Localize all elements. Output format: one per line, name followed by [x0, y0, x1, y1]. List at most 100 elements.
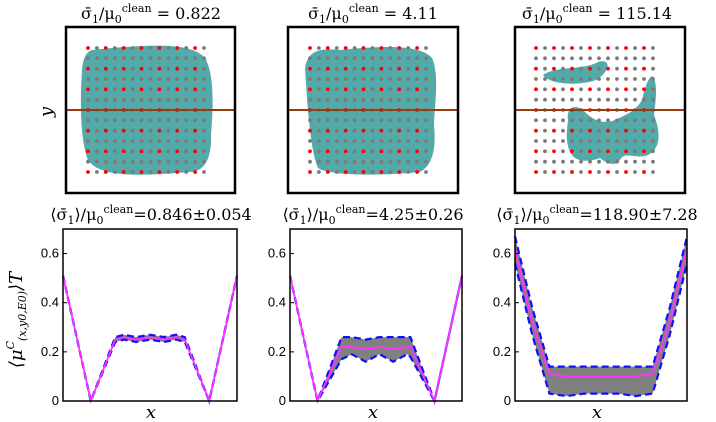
grid-dot	[139, 97, 144, 102]
grid-dot	[379, 56, 384, 61]
grid-dot	[317, 97, 321, 102]
grid-dot	[552, 77, 556, 81]
grid-dot	[308, 56, 312, 61]
grid-dot	[642, 170, 646, 174]
grid-dot	[406, 46, 411, 50]
grid-dot	[175, 46, 180, 50]
grid-dot	[379, 66, 384, 71]
grid-dot	[543, 77, 547, 81]
grid-dot	[561, 56, 565, 61]
grid-dot	[424, 56, 428, 61]
grid-dot	[633, 149, 637, 154]
grid-dot	[130, 46, 135, 50]
grid-dot	[579, 66, 583, 71]
grid-dot	[370, 149, 375, 154]
grid-dot	[139, 56, 144, 61]
grid-dot	[606, 128, 610, 133]
grid-dot	[579, 170, 583, 174]
grid-dot	[388, 139, 393, 143]
grid-dot	[406, 159, 411, 164]
x-axis-label-3: x	[592, 402, 602, 422]
grid-dot	[570, 66, 574, 71]
grid-dot	[95, 87, 99, 92]
grid-dot	[325, 128, 330, 133]
grid-dot	[379, 77, 384, 81]
grid-dot	[588, 159, 592, 164]
grid-dot	[370, 159, 375, 164]
grid-dot	[121, 128, 126, 133]
grid-dot	[334, 66, 339, 71]
map-panel-1	[64, 25, 237, 195]
grid-dot	[334, 159, 339, 164]
grid-dot	[597, 170, 601, 174]
grid-dot	[415, 159, 419, 164]
grid-dot	[642, 87, 646, 92]
grid-dot	[397, 139, 402, 143]
grid-dot	[95, 149, 99, 154]
grid-dot	[95, 46, 99, 50]
grid-dot	[334, 77, 339, 81]
grid-dot	[139, 170, 144, 174]
grid-dot	[148, 56, 153, 61]
grid-dot	[352, 77, 357, 81]
grid-dot	[112, 46, 117, 50]
panel-frame	[64, 25, 237, 195]
grid-dot	[352, 159, 357, 164]
grid-dot	[624, 159, 628, 164]
grid-dot	[308, 159, 312, 164]
grid-dot	[352, 46, 357, 50]
series-upper-line	[513, 236, 689, 368]
grid-dot	[184, 66, 189, 71]
line-plots: 0 0.2 0.4 0.6 0 0.2 0.4 0.6 0 0.2 0.4 0.6	[41, 228, 689, 408]
grid-dot	[157, 159, 162, 164]
grid-dot	[370, 77, 375, 81]
x-axis-label-1: x	[146, 402, 156, 422]
grid-dot	[308, 128, 312, 133]
grid-dot	[352, 56, 357, 61]
y-tick-label: 0.2	[268, 344, 286, 359]
grid-dot	[624, 118, 628, 123]
grid-dot	[615, 159, 619, 164]
grid-dot	[415, 77, 419, 81]
grid-dot	[184, 56, 189, 61]
grid-dot	[157, 66, 162, 71]
grid-dot	[95, 118, 99, 123]
y-tick-label: 0.6	[493, 246, 511, 261]
grid-dot	[588, 118, 592, 123]
grid-dot	[651, 87, 655, 92]
grid-dot	[588, 128, 592, 133]
grid-dot	[370, 128, 375, 133]
grid-dot	[651, 97, 655, 102]
grid-dot	[103, 139, 108, 143]
grid-dot	[112, 56, 117, 61]
grid-dot	[561, 149, 565, 154]
grid-dot	[130, 139, 135, 143]
grid-dot	[202, 139, 206, 143]
grid-dot	[651, 149, 655, 154]
grid-dot	[552, 149, 556, 154]
grid-dot	[424, 159, 428, 164]
grid-dot	[406, 128, 411, 133]
grid-dot	[543, 46, 547, 50]
grid-dot	[166, 159, 171, 164]
grid-dot	[95, 56, 99, 61]
grid-dot	[633, 159, 637, 164]
grid-dot	[95, 66, 99, 71]
grid-dot	[397, 77, 402, 81]
grid-dot	[86, 46, 90, 50]
grid-dot	[633, 170, 637, 174]
grid-dot	[184, 139, 189, 143]
grid-dot	[424, 66, 428, 71]
grid-dot	[352, 87, 357, 92]
grid-dot	[415, 118, 419, 123]
grid-dot	[121, 46, 126, 50]
grid-dot	[370, 139, 375, 143]
grid-dot	[633, 97, 637, 102]
grid-dot	[317, 87, 321, 92]
grid-dot	[633, 139, 637, 143]
grid-dot	[184, 159, 189, 164]
grid-dot	[86, 149, 90, 154]
grid-dot	[193, 128, 198, 133]
grid-dot	[361, 66, 366, 71]
grid-dot	[406, 87, 411, 92]
